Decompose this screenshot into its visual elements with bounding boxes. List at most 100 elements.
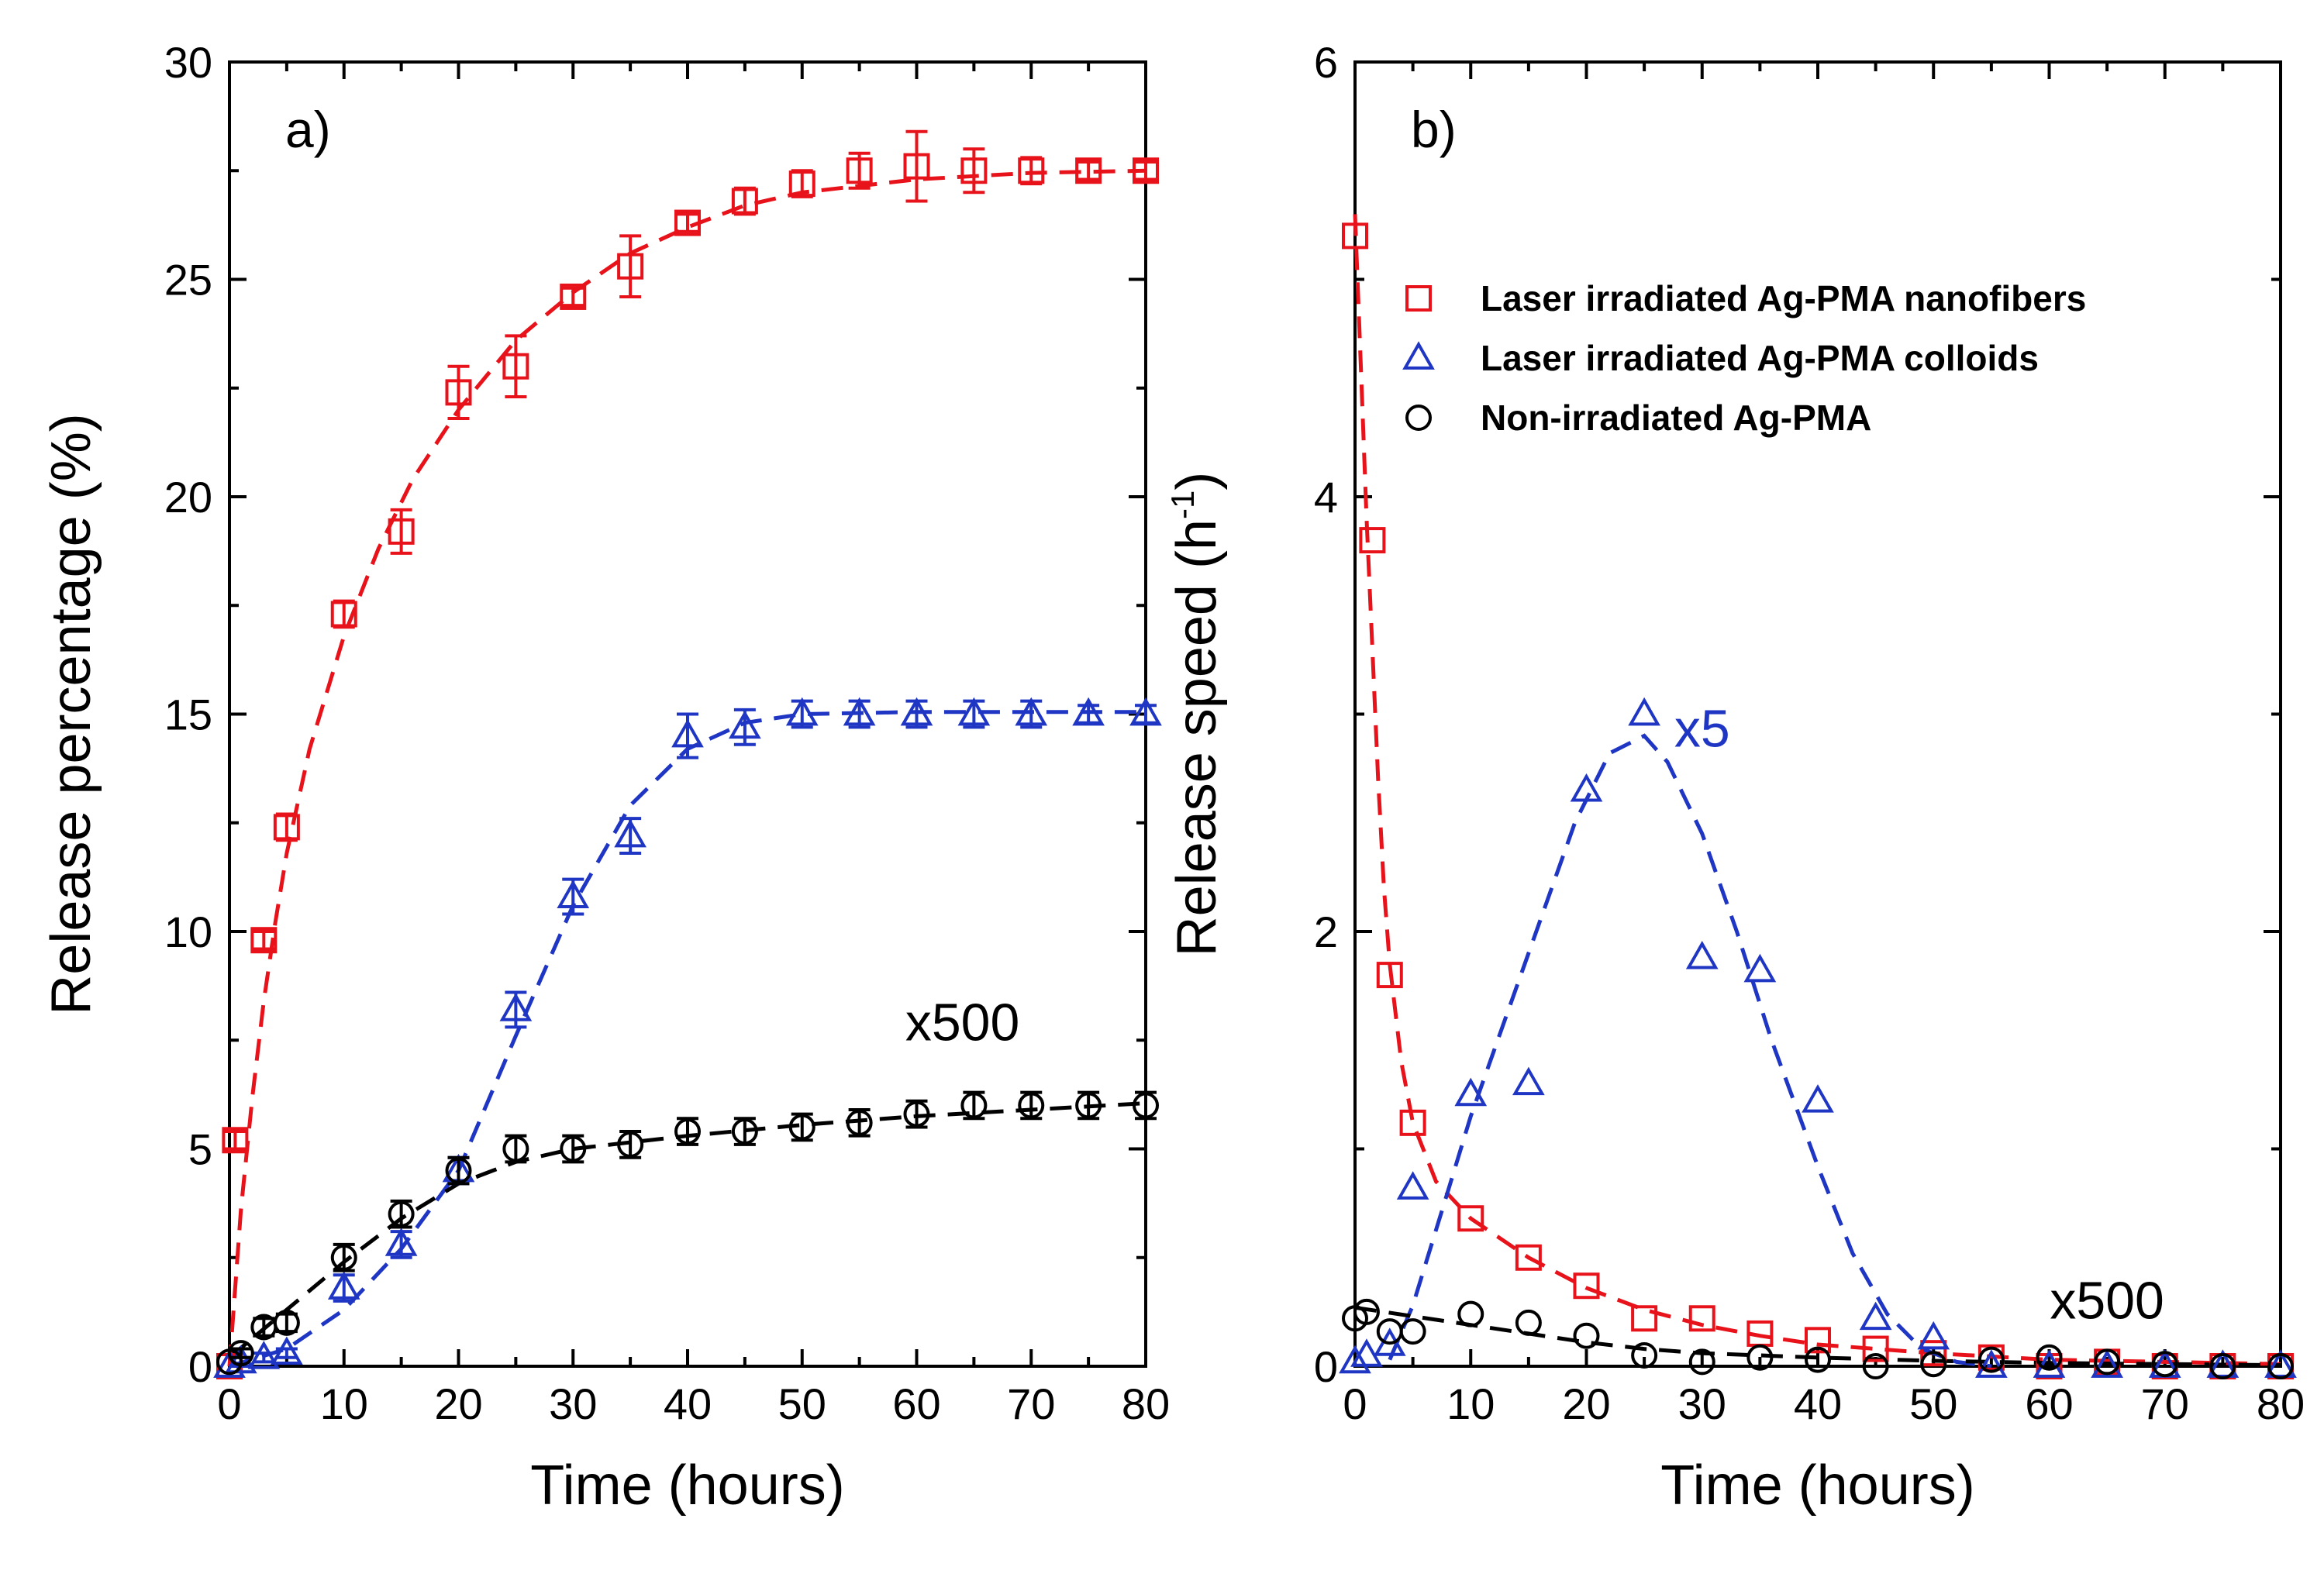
data-point <box>1353 1298 1380 1325</box>
data-point <box>1573 1322 1600 1349</box>
data-point <box>250 927 278 954</box>
data-point <box>846 1109 873 1136</box>
data-point <box>224 1345 257 1374</box>
data-point <box>1515 1244 1542 1271</box>
data-point <box>502 1135 529 1162</box>
panel-label: b) <box>1411 101 1457 158</box>
x-tick-label: 30 <box>549 1379 597 1428</box>
data-point <box>1688 1305 1715 1332</box>
data-point <box>1743 953 1777 983</box>
data-point <box>1018 1092 1045 1119</box>
data-point <box>560 283 587 310</box>
y-tick-label: 5 <box>188 1125 212 1174</box>
multiplier-annotation: x5 <box>1674 700 1730 759</box>
data-point <box>900 697 933 726</box>
panel-a: 0 10 20 30 40 50 60 70 80 0 5 10 15 20 25 30 Time (hours… <box>40 38 1170 1517</box>
y-tick-label: 0 <box>188 1342 212 1391</box>
data-point <box>1975 1349 2008 1378</box>
y-tick-label: 4 <box>1314 473 1338 522</box>
legend-marker <box>1405 405 1432 431</box>
legend-label: Laser irradiated Ag-PMA nanofibers <box>1481 278 2086 319</box>
data-point <box>1631 1305 1658 1332</box>
data-point <box>271 1336 303 1365</box>
x-tick-label: 20 <box>434 1379 482 1428</box>
legend-marker <box>1402 341 1435 370</box>
data-point <box>1396 1171 1429 1200</box>
data-point <box>1342 222 1368 250</box>
legend: Laser irradiated Ag-PMA nanofibers Laser … <box>1402 278 2086 438</box>
data-point <box>1746 1344 1774 1371</box>
data-point <box>1350 1338 1383 1367</box>
data-point <box>222 1127 249 1154</box>
data-point <box>1862 1353 1889 1379</box>
data-point <box>960 1092 988 1119</box>
data-point <box>1359 527 1386 554</box>
y-tick-label: 0 <box>1314 1342 1338 1391</box>
data-point <box>502 353 529 380</box>
panel-b: 0 10 20 30 40 50 60 70 80 0 2 4 6 Time (hours) Release… <box>1164 38 2305 1517</box>
data-point <box>843 697 876 726</box>
data-point <box>1862 1335 1889 1362</box>
data-point <box>617 253 644 280</box>
y-tick-label: 30 <box>164 38 212 87</box>
data-point <box>1631 1341 1658 1369</box>
data-point <box>2094 1348 2121 1376</box>
legend-marker <box>1405 285 1432 312</box>
data-point <box>2209 1353 2236 1379</box>
fit-line <box>1354 1305 2281 1368</box>
data-point <box>731 1118 758 1145</box>
data-point <box>903 153 930 180</box>
data-point <box>674 209 701 236</box>
data-point <box>1399 1109 1426 1136</box>
data-point <box>330 1244 357 1271</box>
y-tick-label: 20 <box>164 473 212 522</box>
data-point <box>1075 157 1102 184</box>
data-point <box>388 1200 415 1228</box>
x-tick-label: 70 <box>2141 1379 2189 1428</box>
data-point <box>1628 697 1660 726</box>
y-tick-label: 15 <box>164 690 212 739</box>
x-tick-label: 80 <box>2257 1379 2305 1428</box>
data-point <box>785 697 819 726</box>
legend-label: Non-irradiated Ag-PMA <box>1481 398 1871 438</box>
fit-line <box>1388 733 1992 1369</box>
data-point <box>330 601 357 628</box>
data-point <box>445 1157 472 1184</box>
x-tick-label: 80 <box>1122 1379 1170 1428</box>
x-tick-label: 60 <box>2025 1379 2073 1428</box>
y-tick-label: 6 <box>1314 38 1338 87</box>
x-tick-label: 0 <box>217 1379 241 1428</box>
data-point <box>1075 1092 1102 1119</box>
x-tick-label: 20 <box>1562 1379 1610 1428</box>
multiplier-annotation: x500 <box>2050 1271 2164 1330</box>
data-point <box>1339 1345 1371 1374</box>
data-point <box>499 993 533 1021</box>
data-point <box>1805 1346 1831 1373</box>
x-tick-label: 60 <box>892 1379 940 1428</box>
y-tick-label: 25 <box>164 256 212 305</box>
data-point <box>957 697 991 726</box>
x-tick-label: 50 <box>778 1379 826 1428</box>
data-point <box>2091 1349 2123 1378</box>
data-point <box>1454 1077 1488 1107</box>
x-tick-label: 40 <box>1794 1379 1842 1428</box>
data-point <box>674 1118 701 1145</box>
data-point <box>2033 1349 2066 1378</box>
data-point <box>1977 1346 2005 1373</box>
y-axis-title: Release percentage (%) <box>40 413 102 1014</box>
y-axis-title-end: ) <box>1166 472 1228 491</box>
data-point <box>2151 1351 2178 1378</box>
data-point <box>960 157 988 184</box>
data-point <box>1805 1327 1831 1354</box>
data-point <box>1688 1348 1715 1376</box>
data-point <box>788 170 815 198</box>
y-axis-title-main: Release percentage (%) <box>40 413 102 1014</box>
data-point <box>247 1341 281 1369</box>
data-point <box>273 1309 300 1336</box>
data-point <box>1802 1084 1834 1113</box>
data-point <box>614 818 647 848</box>
data-point <box>846 157 873 184</box>
data-point <box>1015 697 1048 726</box>
x-axis-title: Time (hours) <box>530 1455 844 1517</box>
